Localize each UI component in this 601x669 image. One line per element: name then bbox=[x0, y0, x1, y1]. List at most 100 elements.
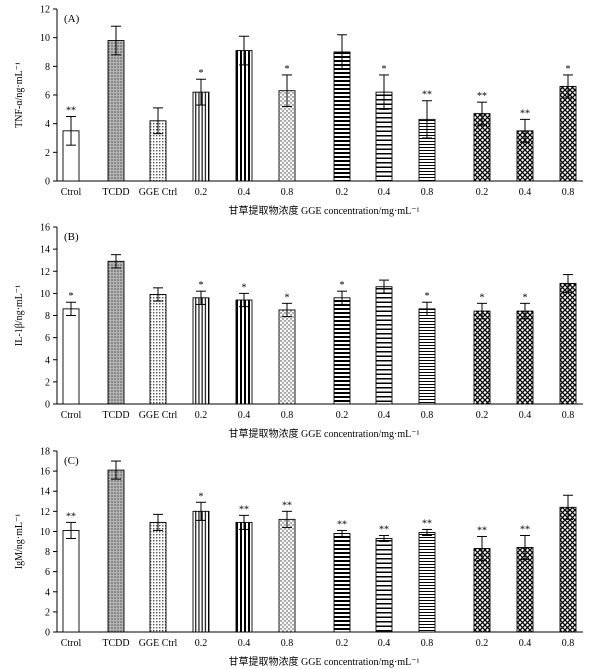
significance-marker: ** bbox=[282, 500, 292, 511]
bar-9 bbox=[418, 532, 436, 633]
significance-marker: * bbox=[382, 64, 387, 75]
significance-marker: ** bbox=[520, 108, 530, 119]
y-axis-label: TNF-α/ng·mL⁻¹ bbox=[14, 62, 25, 128]
significance-marker: ** bbox=[337, 519, 347, 530]
x-axis-title: 甘草提取物浓度 GGE concentration/mg·mL⁻¹ bbox=[228, 204, 419, 217]
bar-7 bbox=[333, 51, 351, 182]
y-tick-label: 18 bbox=[40, 447, 50, 458]
significance-marker: * bbox=[285, 292, 290, 303]
significance-marker: * bbox=[523, 292, 528, 303]
bar-8 bbox=[375, 538, 393, 633]
y-tick-label: 2 bbox=[45, 377, 50, 388]
y-axis-label: IgM/ng·mL⁻¹ bbox=[14, 514, 25, 570]
x-tick-label: Ctrol bbox=[61, 410, 82, 421]
bar-11 bbox=[516, 547, 534, 633]
x-tick-label: TCDD bbox=[102, 410, 129, 421]
x-tick-label: 0.2 bbox=[336, 410, 349, 421]
significance-marker: ** bbox=[379, 524, 389, 535]
x-tick-label: 0.2 bbox=[195, 638, 208, 649]
x-tick-label: 0.8 bbox=[562, 187, 575, 198]
significance-marker: * bbox=[199, 280, 204, 291]
x-tick-label: 0.2 bbox=[476, 638, 489, 649]
significance-marker: * bbox=[285, 64, 290, 75]
y-tick-label: 8 bbox=[45, 62, 50, 73]
x-axis-title: 甘草提取物浓度 GGE concentration/mg·mL⁻¹ bbox=[228, 427, 419, 440]
y-tick-label: 12 bbox=[40, 507, 50, 518]
significance-marker: ** bbox=[477, 91, 487, 102]
bar-6 bbox=[278, 518, 296, 633]
panel-3: 0 2 4 6 8 10 12 14 16 18 (C) IgM/ng·mL⁻¹ ** Ctrol TCDD… bbox=[14, 447, 583, 668]
x-tick-label: 0.2 bbox=[336, 638, 349, 649]
significance-marker: * bbox=[480, 292, 485, 303]
x-tick-label: 0.2 bbox=[476, 187, 489, 198]
x-tick-label: 0.2 bbox=[195, 187, 208, 198]
x-tick-label: 0.8 bbox=[281, 638, 294, 649]
y-tick-label: 4 bbox=[45, 119, 50, 130]
significance-marker: ** bbox=[422, 518, 432, 529]
panel-label: (A) bbox=[64, 13, 80, 25]
y-tick-label: 6 bbox=[45, 91, 50, 102]
significance-marker: * bbox=[242, 282, 247, 293]
panel-2: 0 2 4 6 8 10 12 14 16 (B) IL-1β/ng·mL⁻¹ * Ctrol TCDD G… bbox=[14, 223, 583, 440]
significance-marker: * bbox=[425, 291, 430, 302]
x-tick-label: 0.8 bbox=[421, 638, 434, 649]
x-tick-label: 0.4 bbox=[238, 410, 251, 421]
significance-marker: ** bbox=[66, 106, 76, 117]
y-tick-label: 2 bbox=[45, 607, 50, 618]
y-tick-label: 14 bbox=[40, 245, 50, 256]
x-tick-label: 0.4 bbox=[378, 410, 391, 421]
y-tick-label: 0 bbox=[45, 400, 50, 411]
x-tick-label: GGE Ctrl bbox=[139, 187, 178, 198]
y-tick-label: 6 bbox=[45, 567, 50, 578]
x-tick-label: 0.2 bbox=[476, 410, 489, 421]
x-tick-label: 0.8 bbox=[421, 410, 434, 421]
y-tick-label: 16 bbox=[40, 223, 50, 234]
bar-8 bbox=[375, 286, 393, 405]
x-tick-label: Ctrol bbox=[61, 638, 82, 649]
y-tick-label: 4 bbox=[45, 355, 50, 366]
x-tick-label: 0.4 bbox=[519, 187, 532, 198]
significance-marker: * bbox=[340, 280, 345, 291]
x-tick-label: 0.8 bbox=[562, 638, 575, 649]
x-tick-label: 0.8 bbox=[421, 187, 434, 198]
bar-5 bbox=[235, 521, 253, 633]
bar-2 bbox=[107, 260, 125, 405]
significance-marker: * bbox=[69, 291, 74, 302]
y-tick-label: 16 bbox=[40, 467, 50, 478]
bar-12 bbox=[559, 506, 577, 633]
bar-3 bbox=[149, 521, 167, 633]
bar-2 bbox=[107, 40, 125, 182]
y-tick-label: 2 bbox=[45, 148, 50, 159]
bar-11 bbox=[516, 310, 534, 405]
significance-marker: ** bbox=[239, 504, 249, 515]
significance-marker: ** bbox=[66, 511, 76, 522]
bar-2 bbox=[107, 469, 125, 633]
y-axis-label: IL-1β/ng·mL⁻¹ bbox=[14, 285, 25, 346]
bar-4 bbox=[192, 510, 210, 633]
y-tick-label: 8 bbox=[45, 547, 50, 558]
y-tick-label: 4 bbox=[45, 587, 50, 598]
bar-12 bbox=[559, 85, 577, 182]
x-tick-label: 0.4 bbox=[238, 187, 251, 198]
y-tick-label: 0 bbox=[45, 177, 50, 188]
bar-5 bbox=[235, 299, 253, 405]
y-tick-label: 0 bbox=[45, 628, 50, 639]
y-tick-label: 12 bbox=[40, 267, 50, 278]
x-axis-title: 甘草提取物浓度 GGE concentration/mg·mL⁻¹ bbox=[228, 655, 419, 668]
panel-label: (B) bbox=[64, 231, 79, 243]
x-tick-label: 0.4 bbox=[238, 638, 251, 649]
y-tick-label: 10 bbox=[40, 527, 50, 538]
y-tick-label: 14 bbox=[40, 487, 50, 498]
x-tick-label: 0.4 bbox=[378, 187, 391, 198]
x-tick-label: 0.2 bbox=[195, 410, 208, 421]
significance-marker: ** bbox=[477, 525, 487, 536]
y-tick-label: 8 bbox=[45, 311, 50, 322]
bar-1 bbox=[62, 308, 80, 405]
y-tick-label: 12 bbox=[40, 5, 50, 16]
bar-9 bbox=[418, 308, 436, 405]
x-tick-label: 0.8 bbox=[562, 410, 575, 421]
bar-3 bbox=[149, 294, 167, 405]
bar-4 bbox=[192, 297, 210, 405]
